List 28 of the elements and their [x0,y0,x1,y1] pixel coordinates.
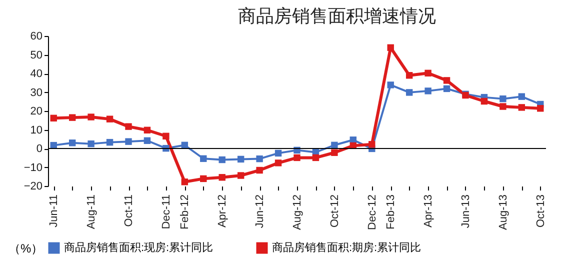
legend-label: 商品房销售面积:期房:累计同比 [272,241,422,254]
x-tick-label: Jun-12 [254,194,266,228]
x-tick-label: Aug-12 [292,194,304,230]
x-tick-label: Apr-13 [422,194,435,228]
y-tick-label: 50 [30,49,42,62]
x-tick-label: Oct-11 [123,194,136,227]
y-tick-label: 40 [30,68,42,80]
x-tick-label: Feb-12 [179,194,192,230]
y-tick-label: −10 [24,162,42,174]
y-tick-label: 0 [36,143,42,155]
y-tick-label: 30 [30,86,42,99]
y-axis-title: （%） [8,242,44,256]
x-tick-label: Oct-12 [328,194,341,228]
x-tick-label: Oct-13 [534,194,547,228]
x-tick-label: Jun-13 [460,194,472,228]
x-tick-label: Feb-13 [385,194,398,230]
x-tick-label: Dec-11 [160,194,172,230]
y-tick-label: 20 [30,106,42,118]
y-tick-label: 10 [30,124,42,136]
x-tick-label: Aug-11 [86,194,98,230]
x-tick-label: Apr-12 [216,194,229,228]
x-tick-label: Dec-12 [366,194,378,230]
legend-label: 商品房销售面积:现房:累计同比 [64,241,214,254]
y-tick-label: 60 [30,30,42,42]
chart-title: 商品房销售面积增速情况 [238,6,436,26]
y-tick-label: −20 [24,180,42,192]
x-tick-label: Aug-13 [497,194,510,230]
x-tick-label: Jun-11 [48,194,60,228]
